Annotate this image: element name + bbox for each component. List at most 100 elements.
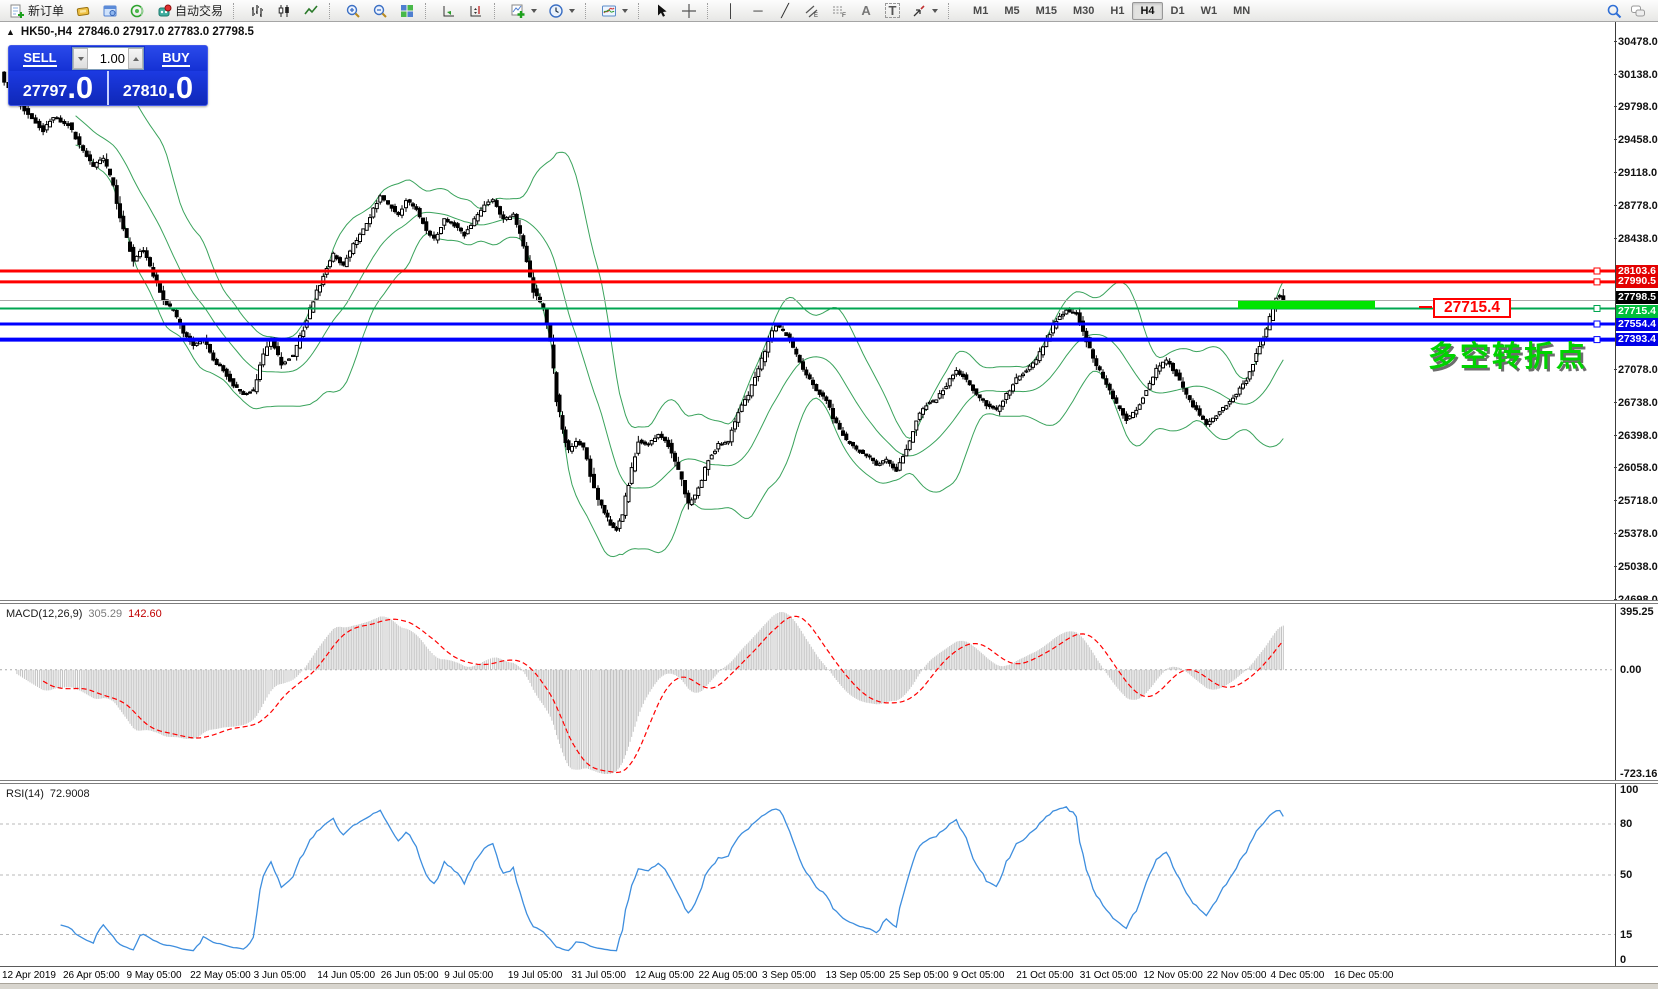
line-handle[interactable] [1593, 336, 1601, 344]
hline-icon: ─ [753, 2, 763, 18]
indicators-button[interactable] [505, 1, 542, 21]
trendline-tool-button[interactable]: ╱ [772, 1, 798, 21]
sell-price-button[interactable]: 27797 .0 [9, 71, 107, 105]
price-tick: 28438.0 [1614, 232, 1658, 245]
line-handle[interactable] [1593, 320, 1601, 328]
label-tool-button[interactable]: T [880, 1, 905, 21]
timeframe-H4[interactable]: H4 [1132, 1, 1163, 20]
text-tool-icon: A [861, 2, 871, 18]
vline-tool-button[interactable]: │ [718, 1, 744, 21]
signals-button[interactable] [124, 1, 150, 21]
main-chart-canvas[interactable] [0, 22, 1615, 600]
terminal-button[interactable] [97, 1, 123, 21]
price-tick: 25718.0 [1614, 495, 1658, 508]
timeframe-D1[interactable]: D1 [1170, 4, 1185, 17]
zoom-out-icon [373, 4, 387, 18]
fibonacci-tool-button[interactable]: F [826, 1, 852, 21]
cursor-tool-button[interactable] [649, 1, 675, 21]
symbol-ohlc: 27846.0 27917.0 27783.0 27798.5 [78, 26, 254, 38]
price-tick: 25038.0 [1614, 560, 1658, 573]
crosshair-icon [682, 3, 697, 18]
zoom-out-button[interactable] [367, 1, 393, 21]
text-tool-button[interactable]: A [853, 1, 879, 21]
timeframe-toolbar: M1 M5 M15 M30 H1 H4 D1 W1 MN [965, 1, 1258, 20]
price-tick: 25378.0 [1614, 528, 1658, 541]
price-tick: 30138.0 [1614, 68, 1658, 81]
timeframe-M15[interactable]: M15 [1035, 4, 1057, 17]
new-order-button[interactable]: 新订单 [4, 1, 69, 21]
macd-value-main: 305.29 [88, 608, 123, 620]
turning-point-text[interactable]: 多空转折点 [1428, 341, 1589, 373]
label-tool-icon: T [885, 3, 901, 18]
terminal-icon [103, 5, 117, 16]
macd-label: MACD(12,26,9) 305.29 142.60 [6, 608, 162, 620]
search-icon[interactable] [1606, 3, 1622, 19]
volume-spinner: 1.00 [72, 47, 144, 70]
periods-button[interactable] [543, 1, 580, 21]
tile-windows-button[interactable] [394, 1, 420, 21]
add-indicator-icon [511, 4, 525, 18]
time-label: 22 Aug 05:00 [698, 970, 758, 981]
rsi-canvas[interactable] [0, 784, 1615, 966]
toolbar-separator [948, 2, 955, 19]
hline-tool-button[interactable]: ─ [745, 1, 771, 21]
bollinger-lower-band [75, 144, 1284, 558]
time-label: 31 Jul 05:00 [571, 970, 626, 981]
candle-chart-mode-button[interactable] [271, 1, 297, 21]
buy-price-button[interactable]: 27810 .0 [109, 71, 207, 105]
timeframe-W1[interactable]: W1 [1200, 4, 1218, 17]
line-chart-mode-button[interactable] [298, 1, 324, 21]
timeframe-M5[interactable]: M5 [1004, 4, 1020, 17]
spinner-up-icon [132, 56, 139, 61]
timeframe-MN[interactable]: MN [1233, 4, 1251, 17]
price-tick: 29798.0 [1614, 101, 1658, 114]
volume-value[interactable]: 1.00 [99, 51, 125, 66]
chat-icon[interactable] [1630, 3, 1646, 19]
timeframe-M1[interactable]: M1 [973, 4, 989, 17]
autotrade-button[interactable]: 自动交易 [151, 1, 228, 21]
time-label: 14 Jun 05:00 [317, 970, 376, 981]
line-handle[interactable] [1593, 278, 1601, 286]
volume-decrease-button[interactable] [73, 48, 88, 69]
market-watch-button[interactable] [70, 1, 96, 21]
line-handle[interactable] [1593, 305, 1601, 312]
buy-price-small: 27810 [122, 83, 168, 100]
zoom-in-button[interactable] [340, 1, 366, 21]
sell-price-big: .0 [67, 70, 94, 105]
macd-panel-separator[interactable] [0, 600, 1658, 604]
symbol-name: HK50-,H4 [20, 26, 73, 38]
price-tag-27990.5: 27990.5 [1616, 275, 1658, 289]
macd-canvas[interactable] [0, 604, 1615, 780]
price-tag-27798.5: 27798.5 [1616, 290, 1658, 304]
turning-point-segment[interactable] [1238, 300, 1375, 309]
volume-increase-button[interactable] [128, 48, 143, 69]
auto-scroll-button[interactable] [436, 1, 462, 21]
bar-chart-mode-button[interactable] [244, 1, 270, 21]
price-tick: 26738.0 [1614, 396, 1658, 409]
buy-price-big: .0 [167, 70, 194, 105]
time-label: 21 Oct 05:00 [1016, 970, 1074, 981]
line-handle[interactable] [1593, 267, 1601, 275]
autotrade-label: 自动交易 [175, 4, 224, 18]
channel-tool-button[interactable]: E [799, 1, 825, 21]
turning-point-price-box[interactable]: 27715.4 [1433, 298, 1511, 318]
rsi-panel-separator[interactable] [0, 780, 1658, 784]
time-axis[interactable]: 12 Apr 2019 26 Apr 05:00 9 May 05:00 22 May… [0, 966, 1658, 983]
buy-tab[interactable]: BUY [145, 46, 207, 71]
arrows-tool-button[interactable] [906, 1, 943, 21]
templates-button[interactable] [596, 1, 633, 21]
toolbar-separator [638, 2, 645, 19]
auto-scroll-icon [443, 5, 455, 16]
chart-shift-button[interactable] [463, 1, 489, 21]
crosshair-tool-button[interactable] [676, 1, 702, 21]
sell-tab[interactable]: SELL [9, 46, 71, 71]
new-order-icon [10, 4, 24, 18]
timeframe-M30[interactable]: M30 [1073, 4, 1095, 17]
rsi-label: RSI(14) 72.9008 [6, 788, 90, 800]
timeframe-H1[interactable]: H1 [1110, 4, 1125, 17]
candles-layer [2, 71, 1286, 532]
status-strip [0, 983, 1658, 989]
svg-text:E: E [814, 13, 818, 19]
templates-caret [622, 8, 629, 13]
macd-title: MACD(12,26,9) [6, 608, 83, 620]
